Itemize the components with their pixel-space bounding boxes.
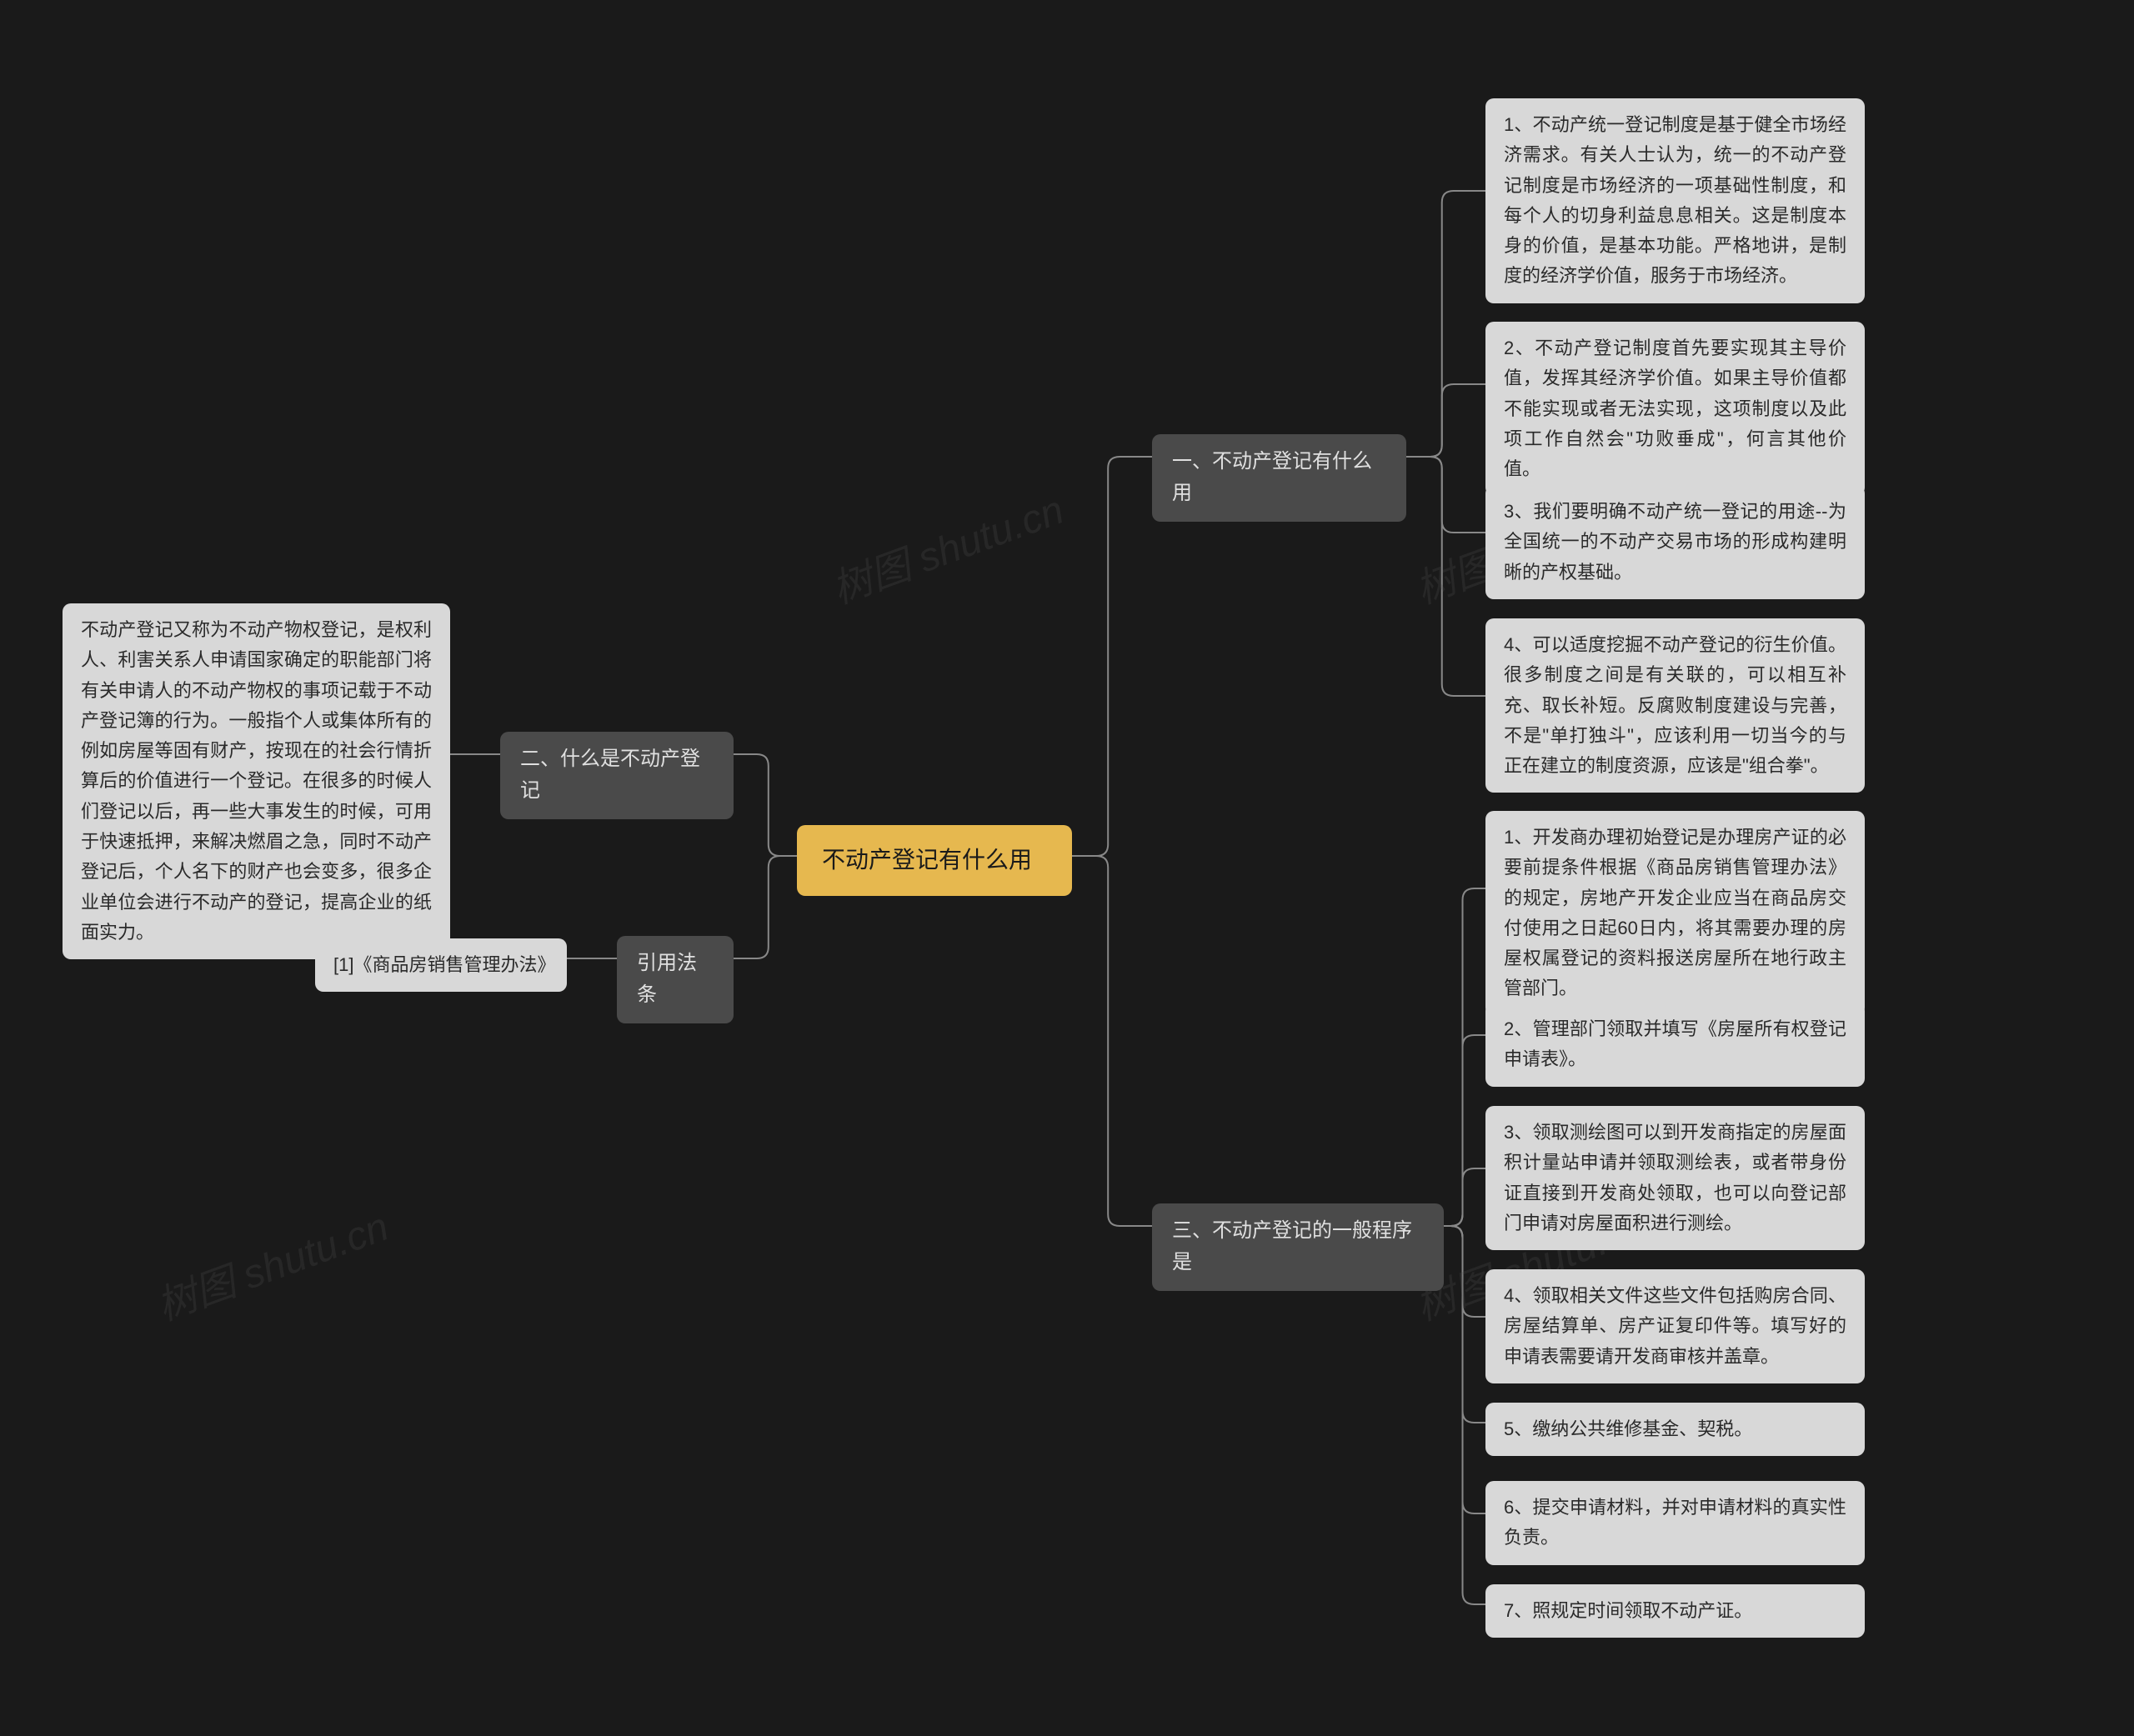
- leaf-node: 4、领取相关文件这些文件包括购房合同、房屋结算单、房产证复印件等。填写好的申请表…: [1485, 1269, 1865, 1383]
- leaf-node: 6、提交申请材料，并对申请材料的真实性负责。: [1485, 1481, 1865, 1565]
- leaf-node: 1、不动产统一登记制度是基于健全市场经济需求。有关人士认为，统一的不动产登记制度…: [1485, 98, 1865, 303]
- leaf-node: 3、领取测绘图可以到开发商指定的房屋面积计量站申请并领取测绘表，或者带身份证直接…: [1485, 1106, 1865, 1250]
- leaf-node: 2、不动产登记制度首先要实现其主导价值，发挥其经济学价值。如果主导价值都不能实现…: [1485, 322, 1865, 496]
- center-node: 不动产登记有什么用: [797, 825, 1072, 896]
- leaf-node: 不动产登记又称为不动产物权登记，是权利人、利害关系人申请国家确定的职能部门将有关…: [63, 603, 450, 959]
- leaf-node: 5、缴纳公共维修基金、契税。: [1485, 1403, 1865, 1456]
- watermark: 树图 shutu.cn: [148, 1193, 395, 1331]
- branch-node: 一、不动产登记有什么用: [1152, 434, 1406, 522]
- leaf-node: 2、管理部门领取并填写《房屋所有权登记申请表》。: [1485, 1003, 1865, 1087]
- leaf-node: 1、开发商办理初始登记是办理房产证的必要前提条件根据《商品房销售管理办法》的规定…: [1485, 811, 1865, 1016]
- leaf-node: 7、照规定时间领取不动产证。: [1485, 1584, 1865, 1638]
- branch-node: 引用法条: [617, 936, 734, 1023]
- branch-node: 三、不动产登记的一般程序是: [1152, 1203, 1444, 1291]
- watermark: 树图 shutu.cn: [823, 477, 1070, 614]
- leaf-node: 3、我们要明确不动产统一登记的用途--为全国统一的不动产交易市场的形成构建明晰的…: [1485, 485, 1865, 599]
- branch-node: 二、什么是不动产登记: [500, 732, 734, 819]
- leaf-node: [1]《商品房销售管理办法》: [315, 938, 567, 992]
- leaf-node: 4、可以适度挖掘不动产登记的衍生价值。很多制度之间是有关联的，可以相互补充、取长…: [1485, 618, 1865, 793]
